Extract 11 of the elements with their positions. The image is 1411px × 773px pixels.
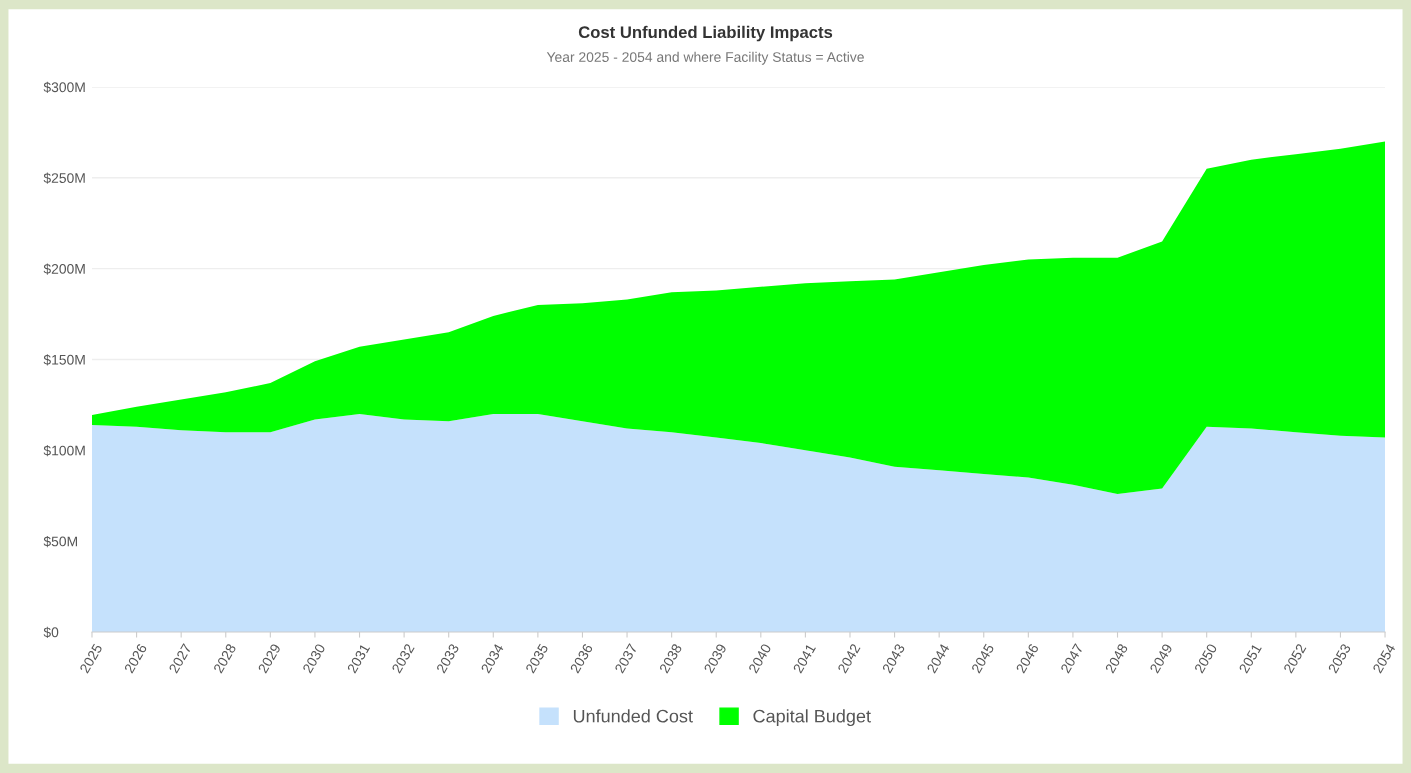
y-tick-label: $100M bbox=[43, 445, 85, 457]
y-tick-label: $300M bbox=[43, 81, 85, 93]
y-tick-label: $150M bbox=[43, 354, 85, 366]
chart-subtitle: Year 2025 - 2054 and where Facility Status = Active bbox=[546, 51, 864, 65]
chart-title: Cost Unfunded Liability Impacts bbox=[578, 25, 833, 42]
y-tick-label: $200M bbox=[43, 263, 85, 275]
y-tick-label: $0 bbox=[43, 626, 59, 638]
y-tick-label: $250M bbox=[43, 172, 85, 184]
legend-label: Unfunded Cost bbox=[573, 709, 693, 723]
y-tick-label: $50M bbox=[43, 535, 77, 548]
legend-label: Capital Budget bbox=[753, 709, 871, 727]
